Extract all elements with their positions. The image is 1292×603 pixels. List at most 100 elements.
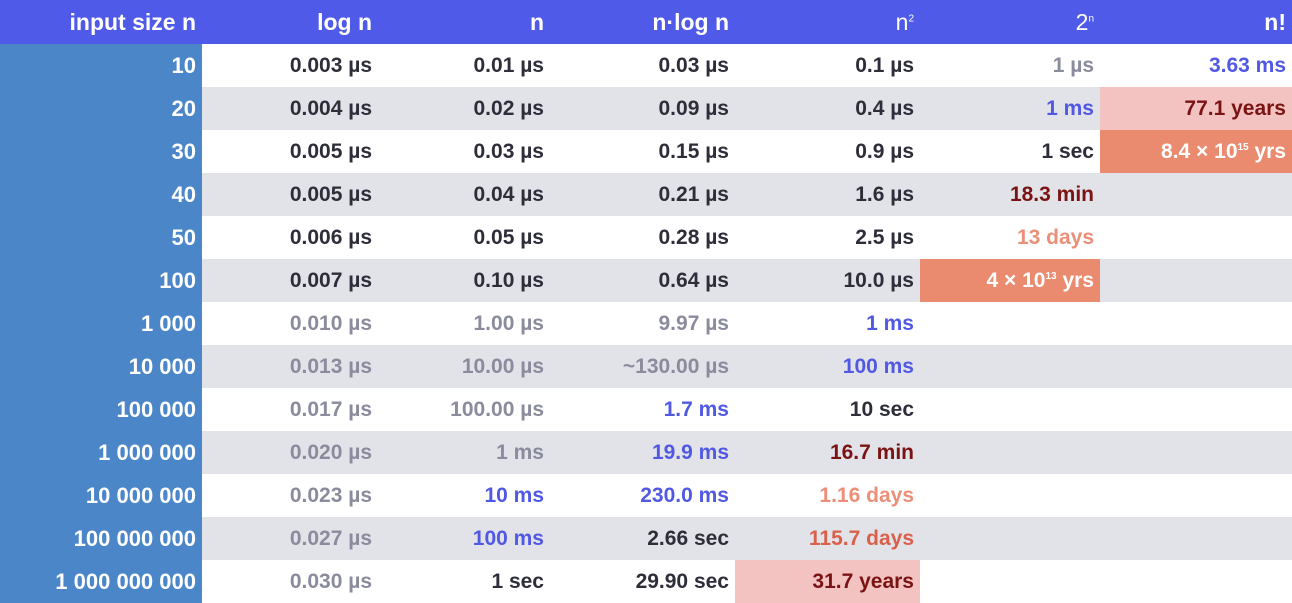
- input-size-cell: 100 000 000: [0, 517, 202, 560]
- two-to-n-cell: 4 × 1013 yrs: [920, 259, 1100, 302]
- n-log-n-cell: 29.90 sec: [635, 569, 729, 593]
- log-n-cell: 0.020 µs: [202, 431, 378, 474]
- input-size-cell: 1 000: [0, 302, 202, 345]
- table-row: 20 0.004 µs 0.02 µs 0.09 µs 0.4 µs 1 ms …: [0, 87, 1292, 130]
- table-row: 100 0.007 µs 0.10 µs 0.64 µs 10.0 µs 4 ×…: [0, 259, 1292, 302]
- table-row: 50 0.006 µs 0.05 µs 0.28 µs 2.5 µs 13 da…: [0, 216, 1292, 259]
- two-to-n-cell: [920, 431, 1100, 474]
- n-cell: 0.03 µs: [473, 139, 545, 163]
- n-log-n-cell: 2.66 sec: [550, 517, 735, 560]
- n-squared-cell: 10.0 µs: [735, 259, 920, 302]
- log-n-cell: 0.030 µs: [289, 569, 372, 593]
- n-factorial-cell: 3.63 ms: [1208, 53, 1286, 77]
- n-log-n-cell: 0.09 µs: [550, 87, 735, 130]
- input-size-cell: 20: [0, 87, 202, 130]
- log-n-cell: 0.023 µs: [289, 483, 372, 507]
- n-squared-cell: 1.16 days: [819, 483, 914, 507]
- n-squared-cell: 100 ms: [735, 345, 920, 388]
- table-row: 30 0.005 µs 0.03 µs 0.15 µs 0.9 µs 1 sec…: [0, 130, 1292, 173]
- header-row: input size n log n n n·log n n2 2n n!: [0, 0, 1292, 44]
- n-factorial-cell: [1100, 388, 1292, 431]
- n-squared-cell: 1 ms: [866, 311, 914, 335]
- two-to-n-cell: [920, 345, 1100, 388]
- two-to-n-cell: [920, 388, 1100, 431]
- two-to-n-cell: 13 days: [1016, 225, 1094, 249]
- log-n-cell: 0.005 µs: [289, 139, 372, 163]
- header-two-to-n: 2n: [920, 0, 1100, 44]
- n-factorial-cell: [1100, 474, 1292, 517]
- table-row: 10 000 0.013 µs 10.00 µs ~130.00 µs 100 …: [0, 345, 1292, 388]
- header-n-squared: n2: [735, 0, 920, 44]
- n-factorial-cell: [1100, 431, 1292, 474]
- n-cell: 1 ms: [378, 431, 550, 474]
- two-to-n-cell: 1 µs: [1052, 53, 1094, 77]
- table-row: 100 000 0.017 µs 100.00 µs 1.7 ms 10 sec: [0, 388, 1292, 431]
- n-factorial-cell: [1100, 345, 1292, 388]
- log-n-cell: 0.005 µs: [202, 173, 378, 216]
- two-to-n-cell: [920, 517, 1100, 560]
- log-n-cell: 0.007 µs: [202, 259, 378, 302]
- header-n-factorial: n!: [1100, 0, 1292, 44]
- header-log-n: log n: [202, 0, 378, 44]
- n-factorial-cell: [1100, 259, 1292, 302]
- n-factorial-cell: 8.4 × 1015 yrs: [1100, 130, 1292, 173]
- input-size-cell: 30: [0, 130, 202, 173]
- input-size-cell: 40: [0, 173, 202, 216]
- n-squared-cell: 16.7 min: [735, 431, 920, 474]
- log-n-cell: 0.017 µs: [289, 397, 372, 421]
- n-cell: 0.04 µs: [378, 173, 550, 216]
- n-log-n-cell: 19.9 ms: [550, 431, 735, 474]
- n-cell: 1.00 µs: [473, 311, 545, 335]
- table-row: 10 000 000 0.023 µs 10 ms 230.0 ms 1.16 …: [0, 474, 1292, 517]
- input-size-cell: 50: [0, 216, 202, 259]
- log-n-cell: 0.006 µs: [289, 225, 372, 249]
- n-log-n-cell: 0.64 µs: [550, 259, 735, 302]
- n-squared-cell: 115.7 days: [735, 517, 920, 560]
- n-factorial-cell: [1100, 216, 1292, 259]
- log-n-cell: 0.003 µs: [289, 53, 372, 77]
- n-log-n-cell: 0.15 µs: [658, 139, 730, 163]
- n-log-n-cell: ~130.00 µs: [550, 345, 735, 388]
- table-row: 1 000 000 0.020 µs 1 ms 19.9 ms 16.7 min: [0, 431, 1292, 474]
- two-to-n-cell: 18.3 min: [920, 173, 1100, 216]
- two-to-n-cell: [920, 560, 1100, 603]
- n-cell: 1 sec: [491, 569, 544, 593]
- two-to-n-cell: 1 ms: [920, 87, 1100, 130]
- log-n-cell: 0.027 µs: [202, 517, 378, 560]
- n-log-n-cell: 9.97 µs: [658, 311, 730, 335]
- table-row: 1 000 000 000 0.030 µs 1 sec 29.90 sec 3…: [0, 560, 1292, 603]
- n-log-n-cell: 0.21 µs: [550, 173, 735, 216]
- n-factorial-cell: [1100, 302, 1292, 345]
- input-size-cell: 1 000 000 000: [0, 560, 202, 603]
- n-squared-cell: 31.7 years: [735, 560, 920, 603]
- two-to-n-cell: [920, 474, 1100, 517]
- header-input-size: input size n: [0, 0, 202, 44]
- n-cell: 0.01 µs: [473, 53, 545, 77]
- n-factorial-cell: [1100, 560, 1292, 603]
- n-log-n-cell: 230.0 ms: [640, 483, 729, 507]
- log-n-cell: 0.010 µs: [289, 311, 372, 335]
- input-size-cell: 1 000 000: [0, 431, 202, 474]
- input-size-cell: 100: [0, 259, 202, 302]
- n-factorial-cell: [1100, 173, 1292, 216]
- header-n: n: [378, 0, 550, 44]
- n-squared-cell: 1.6 µs: [735, 173, 920, 216]
- table-row: 40 0.005 µs 0.04 µs 0.21 µs 1.6 µs 18.3 …: [0, 173, 1292, 216]
- n-factorial-cell: 77.1 years: [1100, 87, 1292, 130]
- n-cell: 0.02 µs: [378, 87, 550, 130]
- n-log-n-cell: 0.03 µs: [658, 53, 730, 77]
- n-log-n-cell: 0.28 µs: [658, 225, 730, 249]
- input-size-cell: 10 000 000: [0, 474, 202, 517]
- input-size-cell: 10: [0, 44, 202, 87]
- n-squared-cell: 0.4 µs: [735, 87, 920, 130]
- n-factorial-cell: [1100, 517, 1292, 560]
- input-size-cell: 100 000: [0, 388, 202, 431]
- table-row: 10 0.003 µs 0.01 µs 0.03 µs 0.1 µs 1 µs …: [0, 44, 1292, 87]
- n-squared-cell: 0.1 µs: [855, 53, 914, 77]
- two-to-n-cell: [920, 302, 1100, 345]
- n-cell: 10.00 µs: [378, 345, 550, 388]
- log-n-cell: 0.013 µs: [202, 345, 378, 388]
- two-to-n-cell: 1 sec: [1041, 139, 1094, 163]
- table-row: 100 000 000 0.027 µs 100 ms 2.66 sec 115…: [0, 517, 1292, 560]
